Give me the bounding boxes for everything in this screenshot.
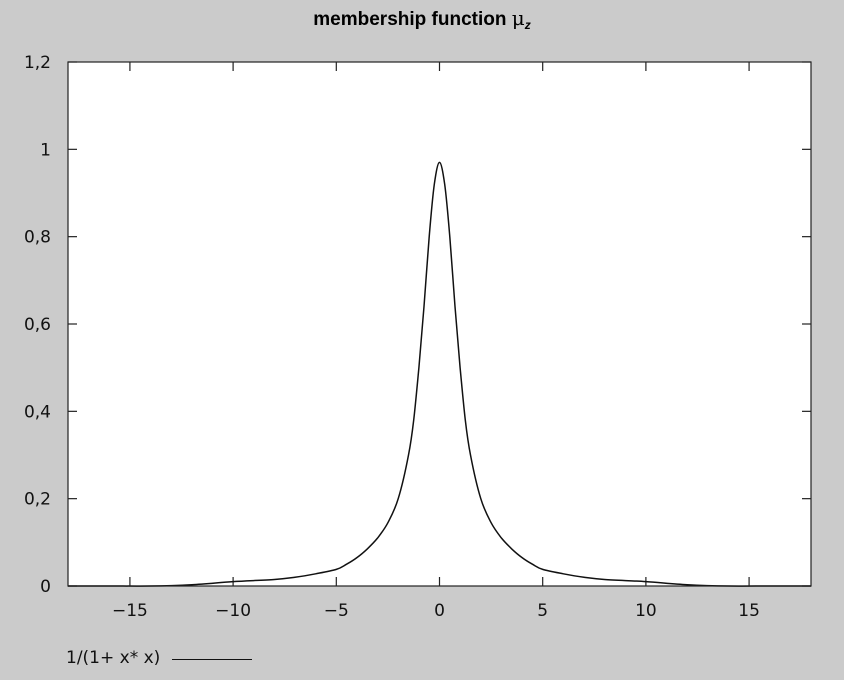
x-tick-label: 15 [738, 601, 760, 621]
y-tick-label: 1 [40, 140, 51, 160]
y-tick-label: 0 [40, 577, 51, 597]
x-tick-label: 5 [537, 601, 548, 621]
legend-label: 1/(1+ x* x) [66, 648, 161, 668]
chart-title: membership function μz [0, 6, 844, 32]
x-tick-label: −5 [324, 601, 349, 621]
y-tick-label: 1,2 [24, 53, 51, 73]
x-tick-label: −10 [215, 601, 251, 621]
legend: 1/(1+ x* x) [66, 648, 253, 668]
legend-line-swatch [172, 658, 253, 660]
x-tick-label: −15 [112, 601, 148, 621]
y-tick-label: 0,8 [24, 228, 51, 248]
x-tick-label: 0 [434, 601, 445, 621]
y-tick-label: 0,4 [24, 402, 51, 422]
chart-title-symbol: μ [511, 6, 525, 30]
tick-marks [68, 61, 811, 587]
series-line [67, 161, 811, 587]
chart-title-subscript: z [524, 18, 531, 32]
x-tick-label: 10 [635, 601, 657, 621]
y-tick-label: 0,2 [24, 490, 51, 510]
y-tick-label: 0,6 [24, 315, 51, 335]
plot-background [68, 62, 811, 586]
plot-frame [67, 61, 812, 587]
series-layer [67, 161, 811, 587]
tick-labels: −15 −10 −5 0 5 10 15 0 0,2 0,4 0,6 0,8 1 1,2 [24, 53, 760, 621]
chart-title-text: membership function [313, 9, 507, 30]
